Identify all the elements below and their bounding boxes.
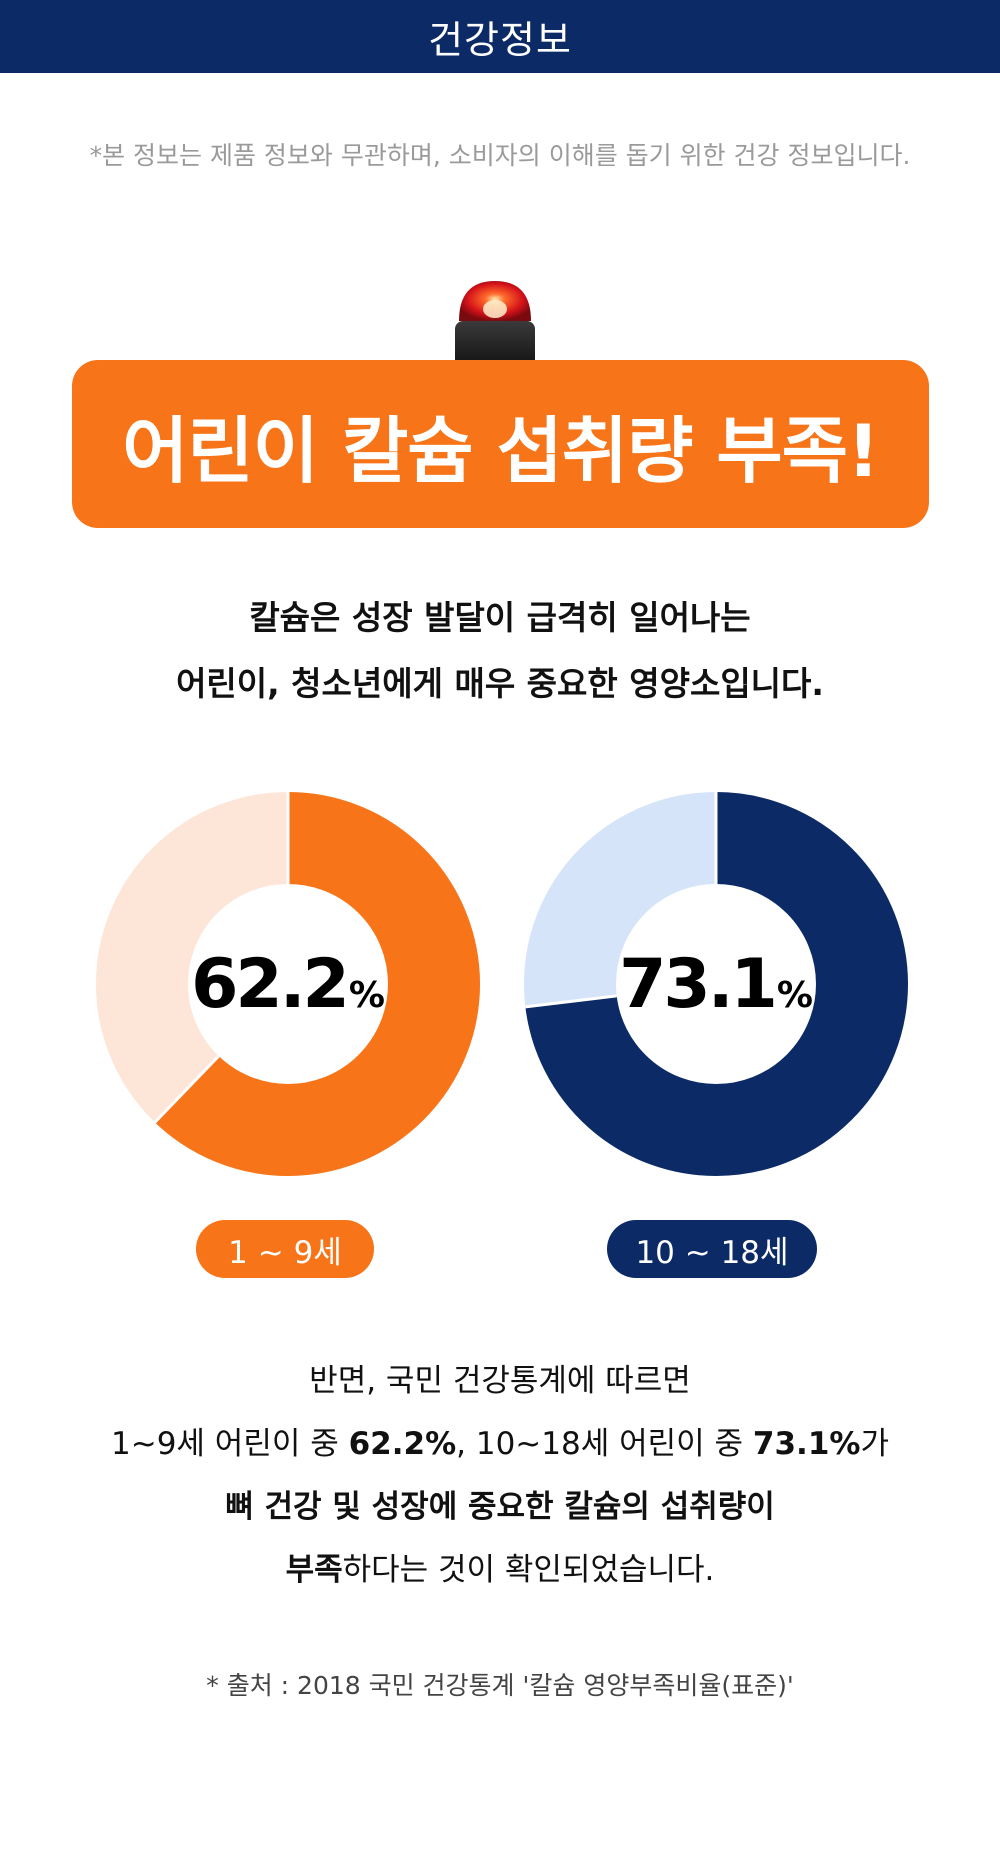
intro-line-1: 칼슘은 성장 발달이 급격히 일어나는 <box>249 598 751 637</box>
summary-line-2-part: 1~9세 어린이 중 <box>111 1426 349 1462</box>
donut-chart-age-10-18: 73.1% <box>516 784 916 1184</box>
banner-title: 어린이 칼슘 섭취량 부족! <box>122 408 879 493</box>
summary-line-2-part: , 10~18세 어린이 중 <box>456 1426 753 1462</box>
intro-line-2: 어린이, 청소년에게 매우 중요한 영양소입니다. <box>176 664 824 703</box>
header-title: 건강정보 <box>428 18 572 62</box>
disclaimer-text: *본 정보는 제품 정보와 무관하며, 소비자의 이해를 돕기 위한 건강 정보… <box>89 141 911 170</box>
summary-text: 반면, 국민 건강통계에 따르면 1~9세 어린이 중 62.2%, 10~18… <box>0 1350 1000 1602</box>
donut-value-text: 73.1 <box>619 944 778 1024</box>
donut-svg <box>524 788 908 1176</box>
donut-separator-end <box>153 1054 220 1124</box>
donut-center-label: 73.1% <box>516 784 916 1184</box>
summary-line-2: 1~9세 어린이 중 62.2%, 10~18세 어린이 중 73.1%가 <box>0 1413 1000 1476</box>
alert-banner: 어린이 칼슘 섭취량 부족! <box>72 360 929 528</box>
summary-stat-10-18: 73.1% <box>752 1426 861 1462</box>
intro-text: 칼슘은 성장 발달이 급격히 일어나는 어린이, 청소년에게 매우 중요한 영양… <box>0 585 1000 717</box>
donut-chart-age-1-9: 62.2% <box>88 784 488 1184</box>
summary-line-2-part: 가 <box>860 1426 889 1462</box>
donut-value-text: 62.2 <box>191 944 350 1024</box>
age-badge-10-18: 10 ~ 18세 <box>607 1220 817 1278</box>
summary-line-3: 뼈 건강 및 성장에 중요한 칼슘의 섭취량이 <box>225 1489 775 1525</box>
header-bar: 건강정보 <box>0 0 1000 73</box>
summary-line-4-part: 하다는 것이 확인되었습니다. <box>342 1552 715 1588</box>
summary-line-1: 반면, 국민 건강통계에 따르면 <box>309 1363 691 1399</box>
donut-svg <box>96 788 480 1176</box>
summary-emphasis: 부족 <box>285 1552 343 1588</box>
donut-center-label: 62.2% <box>88 784 488 1184</box>
donut-unit-text: % <box>776 974 813 1016</box>
donut-separator-end <box>525 994 617 1009</box>
summary-stat-1-9: 62.2% <box>348 1426 457 1462</box>
summary-line-4: 부족하다는 것이 확인되었습니다. <box>0 1539 1000 1602</box>
source-citation: * 출처 : 2018 국민 건강통계 '칼슘 영양부족비율(표준)' <box>206 1671 794 1700</box>
donut-unit-text: % <box>348 974 385 1016</box>
age-badge-1-9: 1 ~ 9세 <box>196 1220 374 1278</box>
